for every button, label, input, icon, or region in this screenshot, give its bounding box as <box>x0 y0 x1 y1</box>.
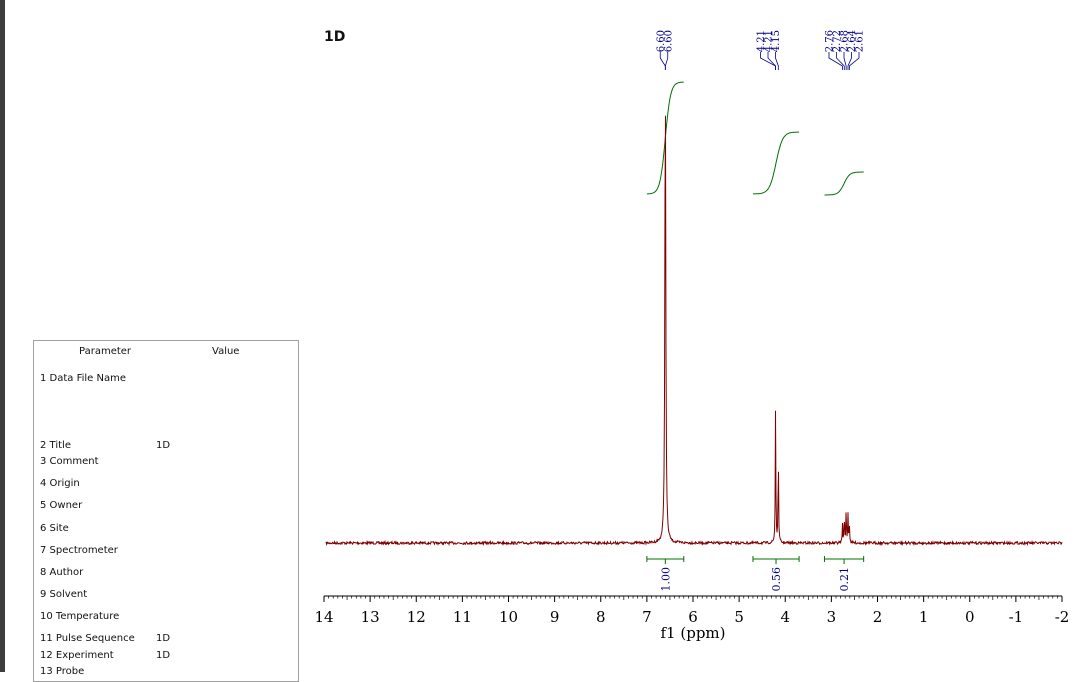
peak-label: 4.21 <box>764 30 775 52</box>
spectrum-title: 1D <box>324 29 346 45</box>
x-tick-label: 10 <box>499 608 518 626</box>
parameter-row-label: 3 Comment <box>40 456 99 467</box>
parameter-row-label: 6 Site <box>40 523 69 534</box>
x-tick-label: 9 <box>550 608 560 626</box>
x-tick-label: 5 <box>734 608 744 626</box>
value-header: Value <box>212 346 240 357</box>
parameter-row-label: 4 Origin <box>40 478 80 489</box>
x-tick-label: 3 <box>827 608 837 626</box>
peak-label-leader <box>828 52 843 70</box>
peak-label-leader <box>664 52 669 70</box>
peak-label: 4.21 <box>756 30 767 52</box>
peak-label-leader <box>848 52 860 70</box>
x-axis: 14 13 12 11 10 9 8 7 6 5 4 3 2 1 0 -1 -2f1 (ppm) <box>314 595 1070 642</box>
integral-curve <box>824 171 864 196</box>
parameter-row-label: 8 Author <box>40 567 84 578</box>
parameter-row-label: 1 Data File Name <box>40 373 127 384</box>
parameter-row-label: 5 Owner <box>40 500 83 511</box>
spectrum <box>325 115 1063 547</box>
peak-label: 4.15 <box>771 30 782 52</box>
peak-label-leader <box>836 52 845 70</box>
parameter-row-label: 11 Pulse Sequence <box>40 633 135 644</box>
spectrum-line <box>325 115 1063 547</box>
x-tick-label: 0 <box>965 608 975 626</box>
x-tick-label: 8 <box>596 608 606 626</box>
x-tick-label: 2 <box>873 608 883 626</box>
peak-label-leader <box>847 52 852 70</box>
peak-labels: 6.606.60 4.214.214.15 2.762.722.682.642.61 <box>656 30 866 70</box>
parameter-table: Parameter Value 1 Data File Name 2 Title 1… <box>33 340 299 682</box>
integrals: 1.00 0.56 0.21 <box>646 81 865 592</box>
parameter-row-value: 1D <box>156 440 171 451</box>
peak-label: 2.68 <box>840 30 851 52</box>
x-tick-label: 1 <box>919 608 929 626</box>
x-tick-label: 4 <box>780 608 790 626</box>
peak-label: 6.60 <box>663 30 674 52</box>
parameter-row-label: 10 Temperature <box>40 611 120 622</box>
peak-label-leader <box>659 52 666 70</box>
parameter-row-label: 12 Experiment <box>40 650 114 661</box>
x-tick-label: 11 <box>453 608 472 626</box>
integral-curve <box>753 131 800 195</box>
parameter-row-value: 1D <box>156 633 171 644</box>
integral-value: 0.21 <box>838 567 851 592</box>
peak-label: 2.64 <box>847 30 858 52</box>
x-tick-label: 7 <box>642 608 652 626</box>
peak-label: 2.76 <box>825 30 836 52</box>
parameter-row-value: 1D <box>156 650 171 661</box>
parameter-header: Parameter <box>79 346 132 357</box>
x-tick-label: 6 <box>688 608 698 626</box>
parameter-row-label: 2 Title <box>40 440 71 451</box>
parameter-row-label: 7 Spectrometer <box>40 545 118 556</box>
x-tick-label: -2 <box>1055 608 1070 626</box>
peak-label: 2.61 <box>855 30 866 52</box>
peak-label-leader <box>843 52 847 70</box>
integral-value: 1.00 <box>659 567 672 592</box>
peak-label-leader <box>775 52 779 70</box>
peak-label-leader <box>767 52 776 70</box>
x-tick-label: 14 <box>314 608 333 626</box>
window-edge <box>0 0 5 672</box>
integral-value: 0.56 <box>770 567 783 592</box>
peak-label: 2.72 <box>832 30 843 52</box>
x-tick-label: 12 <box>407 608 426 626</box>
x-tick-label: -1 <box>1009 608 1024 626</box>
peak-label: 6.60 <box>656 30 667 52</box>
x-tick-label: 13 <box>361 608 380 626</box>
parameter-row-label: 9 Solvent <box>40 589 88 600</box>
x-axis-label: f1 (ppm) <box>661 624 726 642</box>
